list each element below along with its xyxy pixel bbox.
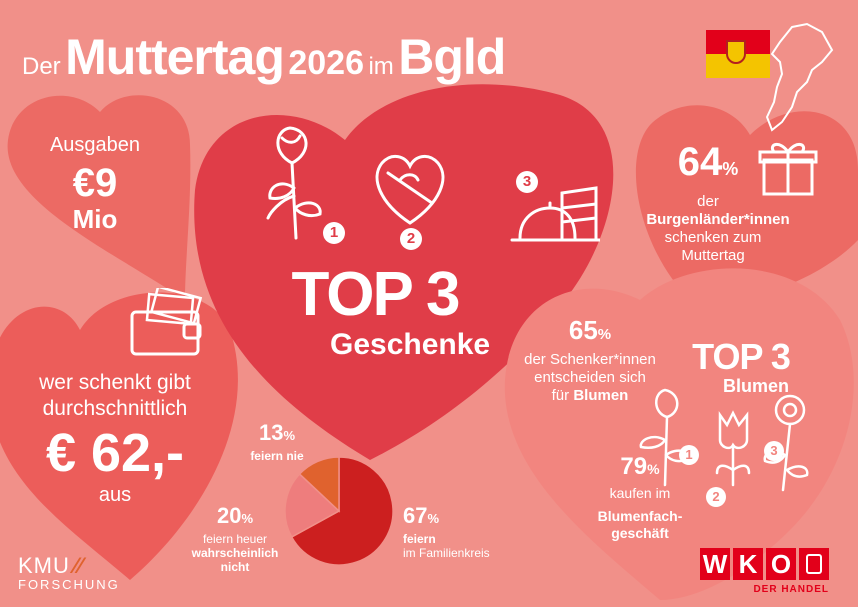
family-value: 67 (403, 503, 428, 528)
family-line1: feiern (403, 532, 436, 546)
average-amount: € 62,- (45, 423, 185, 483)
burgenland-flag-icon (706, 30, 770, 78)
family-line2: im Familienkreis (403, 546, 490, 560)
florist-share-line3: geschäft (611, 525, 669, 541)
maybe-line3: nicht (220, 560, 250, 574)
spending-amount: €9 (72, 161, 118, 205)
gift-rank-2: 2 (400, 228, 422, 250)
florist-share-block: 79% kaufen im Blumenfach- geschäft (580, 452, 700, 542)
florist-share-line1: kaufen im (609, 485, 671, 501)
gifting-share-line3: schenken zum (664, 229, 762, 246)
maybe-line1: feiern heuer (202, 532, 268, 546)
burgenland-map-icon (765, 22, 834, 132)
flowers-share-line2: entscheiden sich (534, 369, 646, 386)
pie-slice-2 (298, 456, 340, 513)
maybe-value: 20 (216, 503, 242, 528)
gifting-share-block: 64% der Burgenländer*innen schenken zum … (646, 140, 789, 265)
florist-share-unit: % (647, 461, 660, 477)
title-prefix: Der (22, 53, 61, 80)
spending-block: Ausgaben €9 Mio (35, 134, 155, 233)
average-line2: durchschnittlich (42, 397, 188, 420)
celebration-pie-chart (284, 456, 394, 566)
top3-gifts-title: TOP 3 (291, 260, 461, 329)
average-suffix: aus (98, 484, 132, 506)
gifting-share-value: 64 (677, 140, 723, 184)
flower-rank-2: 2 (706, 487, 726, 507)
flower-rank-1: 1 (679, 445, 699, 465)
gifting-share-line4: Muttertag (681, 247, 745, 264)
title-in: im (368, 53, 394, 80)
wko-logo-subtext: DER HANDEL (753, 584, 829, 595)
top3-flower-icons (639, 388, 809, 492)
spending-label: Ausgaben (49, 134, 141, 156)
flowers-share-block: 65% der Schenker*innen entscheiden sich … (520, 314, 660, 405)
wallet-icon (130, 288, 203, 356)
gifting-share-line1: der (697, 193, 719, 210)
top3-flowers-title: TOP 3 (692, 336, 791, 377)
flowers-share-line3-bold: Blumen (573, 387, 629, 404)
pie-slice-1 (284, 472, 341, 539)
tulip-icon (715, 410, 751, 487)
average-block: wer schenkt gibt durchschnittlich € 62,-… (0, 370, 230, 506)
pie-label-family: 67% feiern im Familienkreis (403, 503, 523, 560)
maybe-unit: % (241, 511, 254, 526)
wildflower-icon (763, 394, 809, 492)
maybe-line2: wahrscheinlich (191, 546, 279, 560)
heart-box-icon (375, 154, 445, 225)
top3-flowers-subtitle: Blumen (722, 376, 789, 396)
pie-label-never: 13% feiern nie (232, 420, 322, 463)
heart-average (0, 292, 238, 580)
title-region: Bgld (398, 29, 506, 85)
kmu-forschung-logo: KMU ⁄⁄ FORSCHUNG (18, 555, 120, 593)
never-unit: % (283, 428, 296, 443)
top3-gifts-subtitle: Geschenke (330, 328, 491, 361)
flower-rank-3: 3 (764, 441, 784, 461)
never-value: 13 (258, 420, 284, 445)
florist-share-line2: Blumenfach- (597, 508, 683, 524)
cake-icon (510, 186, 600, 242)
gift-rank-3: 3 (516, 171, 538, 193)
heart-share (635, 105, 858, 302)
title-main: Muttertag (65, 29, 285, 85)
average-line1: wer schenkt gibt (39, 371, 191, 394)
top3-gifts-heading: TOP 3 Geschenke (270, 260, 491, 362)
wko-logo: W K O DER HANDEL (700, 548, 829, 595)
pie-label-maybe: 20% feiern heuer wahrscheinlich nicht (185, 503, 285, 574)
kmu-logo-text: KMU (18, 553, 70, 578)
top3-flowers-heading: TOP 3 Blumen (686, 336, 796, 397)
wko-letter-k: K (733, 548, 763, 580)
pie-slice-0 (290, 456, 394, 566)
gift-rank-1: 1 (323, 222, 345, 244)
kmu-swoosh-icon: ⁄⁄ (73, 553, 84, 578)
flowers-share-value: 65 (568, 315, 598, 345)
heart-top3 (194, 84, 614, 460)
rose-icon (266, 126, 322, 240)
never-text: feiern nie (250, 449, 304, 463)
heart-flowers (504, 268, 854, 600)
page-title: Der Muttertag 2026 im Bgld (22, 28, 506, 86)
wko-letter-w: W (700, 548, 730, 580)
family-unit: % (427, 511, 440, 526)
kmu-logo-subtext: FORSCHUNG (18, 577, 120, 592)
spending-unit: Mio (72, 204, 118, 234)
gift-box-icon (758, 143, 818, 196)
heart-spending (7, 95, 191, 300)
top3-gift-icons (266, 126, 600, 242)
flowers-share-unit: % (597, 326, 612, 343)
florist-share-value: 79 (620, 453, 648, 480)
title-year: 2026 (288, 44, 364, 82)
flowers-share-line1: der Schenker*innen (524, 351, 656, 368)
wko-letter-o: O (766, 548, 796, 580)
gifting-share-unit: % (722, 159, 739, 179)
gifting-share-line2: Burgenländer*innen (646, 211, 790, 228)
flowers-share-line3-prefix: für (551, 387, 570, 404)
wko-eagle-icon (799, 548, 829, 580)
